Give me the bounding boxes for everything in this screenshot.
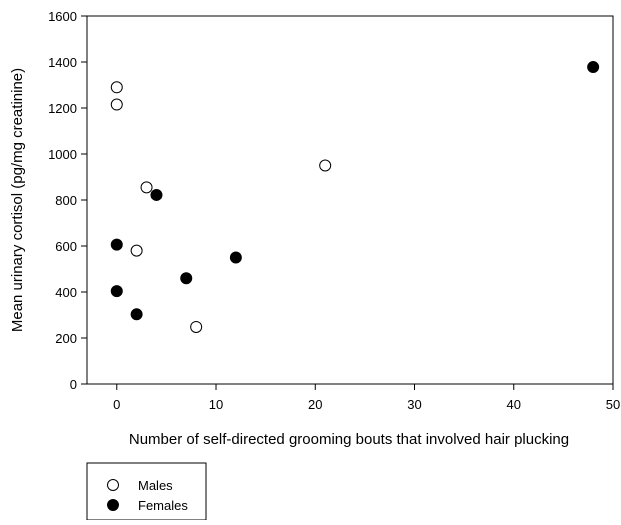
point-males (190, 320, 203, 333)
legend-label-males: Males (138, 478, 173, 493)
point-males (319, 159, 332, 172)
y-tick-label: 1000 (48, 147, 77, 162)
point-males (140, 181, 153, 194)
legend-marker-females (107, 499, 119, 511)
y-tick-label: 1200 (48, 101, 77, 116)
x-tick-label: 10 (209, 397, 223, 412)
legend-box (86, 462, 207, 521)
x-axis-label: Number of self-directed grooming bouts t… (129, 431, 569, 448)
axes: 0 200 400 600 800 1000 1200 1400 1600 0 10 20 30 40 50 (48, 9, 620, 412)
point-males (110, 98, 123, 111)
x-tick-label: 0 (113, 397, 120, 412)
x-tick-label: 40 (507, 397, 521, 412)
x-tick-label: 50 (606, 397, 620, 412)
x-tick-label: 30 (407, 397, 421, 412)
point-females (110, 285, 123, 298)
x-tick-label: 20 (308, 397, 322, 412)
y-tick-label: 1600 (48, 9, 77, 24)
point-females (587, 61, 600, 74)
legend: Males Females (86, 462, 207, 521)
legend-marker-males (107, 479, 119, 491)
point-females (180, 272, 193, 285)
y-tick-label: 200 (55, 331, 77, 346)
point-females (229, 251, 242, 264)
point-females (150, 188, 163, 201)
y-tick-label: 1400 (48, 55, 77, 70)
y-tick-label: 800 (55, 193, 77, 208)
point-females (130, 308, 143, 321)
point-males (130, 244, 143, 257)
point-females (110, 238, 123, 251)
y-axis-label: Mean urinary cortisol (pg/mg creatinine) (9, 68, 26, 332)
legend-label-females: Females (138, 498, 188, 513)
y-tick-label: 0 (70, 377, 77, 392)
y-tick-label: 600 (55, 239, 77, 254)
data-points (110, 61, 600, 333)
y-tick-label: 400 (55, 285, 77, 300)
point-males (110, 81, 123, 94)
plot-frame (86, 15, 614, 385)
